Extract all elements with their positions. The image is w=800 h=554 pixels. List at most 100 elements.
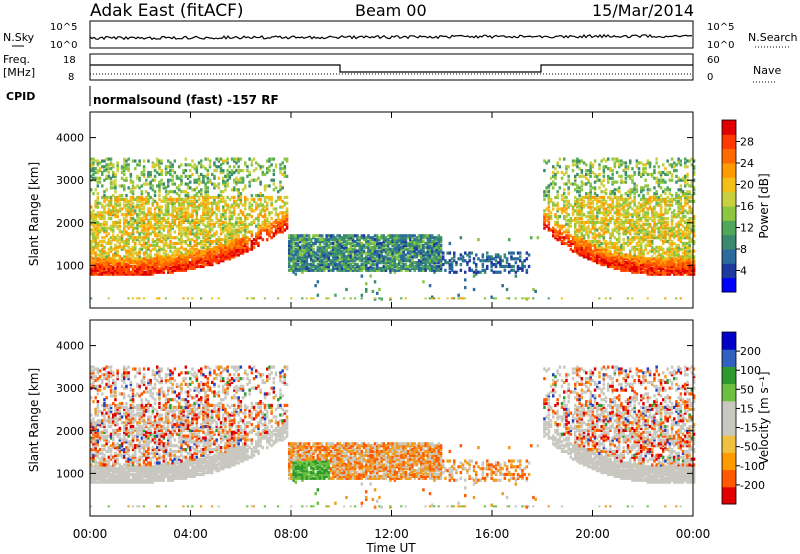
power-cell — [428, 253, 432, 257]
power-cell — [167, 253, 170, 257]
power-cell — [633, 264, 636, 269]
power-cell — [266, 201, 269, 205]
power-cell — [323, 238, 326, 242]
power-cell — [217, 247, 221, 251]
power-cell — [629, 176, 632, 180]
power-cell — [563, 209, 566, 213]
power-cell — [580, 207, 584, 211]
power-cell — [279, 211, 282, 215]
power-cell — [131, 239, 135, 244]
power-cell — [402, 262, 405, 267]
power-cell — [217, 201, 221, 205]
power-cell — [600, 220, 603, 224]
power-cell — [303, 247, 306, 251]
power-cell — [593, 232, 597, 236]
power-cell — [303, 264, 306, 269]
power-cell — [433, 297, 436, 300]
power-cell — [208, 262, 212, 267]
power-cell — [358, 257, 361, 261]
power-cell — [620, 226, 623, 230]
power-cell — [411, 255, 414, 259]
power-cell — [305, 297, 308, 300]
power-cell — [123, 197, 126, 201]
power-cell — [226, 157, 229, 161]
power-cell — [624, 257, 628, 261]
power-cell — [178, 215, 181, 219]
power-cell — [591, 257, 595, 261]
power-cell — [153, 213, 157, 217]
power-cell — [136, 270, 139, 274]
power-cell — [428, 297, 431, 300]
power-cell — [96, 226, 100, 230]
power-cell — [200, 257, 203, 261]
power-cell — [186, 184, 190, 188]
power-cell — [362, 257, 366, 261]
power-cell — [620, 255, 623, 259]
power-cell — [112, 259, 115, 263]
power-cell — [585, 203, 588, 207]
power-cell — [633, 197, 636, 201]
power-cell — [547, 184, 551, 188]
power-cell — [90, 161, 93, 165]
power-cell — [516, 264, 520, 269]
power-cell — [547, 220, 551, 224]
power-cell — [294, 261, 298, 265]
power-cell — [175, 249, 179, 253]
power-cell — [345, 259, 348, 263]
power-cell — [402, 259, 405, 263]
power-cell — [472, 287, 476, 292]
power-cell — [387, 257, 390, 261]
power-cell — [92, 264, 95, 269]
power-cell — [409, 259, 412, 263]
power-cell — [600, 224, 603, 228]
power-cell — [125, 209, 128, 213]
power-cell — [118, 236, 122, 240]
power-cell — [490, 262, 493, 267]
power-cell — [582, 255, 586, 259]
power-cell — [226, 178, 229, 182]
power-cell — [206, 259, 210, 263]
power-cell — [411, 234, 414, 238]
power-cell — [360, 251, 364, 255]
power-cell — [131, 255, 135, 259]
power-cell — [138, 262, 141, 267]
power-cell — [158, 224, 161, 228]
power-cell — [417, 245, 421, 249]
power-cell — [589, 220, 592, 224]
power-cell — [138, 247, 141, 251]
power-cell — [574, 209, 577, 213]
power-cell — [134, 209, 137, 213]
power-cell — [631, 261, 634, 265]
power-cell — [450, 257, 454, 261]
power-cell — [435, 238, 438, 242]
power-cell — [565, 236, 568, 240]
power-cell — [338, 245, 342, 249]
power-cell — [142, 226, 146, 230]
power-cell — [534, 289, 537, 294]
power-cell — [101, 266, 104, 270]
power-cell — [274, 199, 278, 203]
power-cell — [631, 255, 634, 259]
power-cell — [230, 255, 234, 259]
power-cell — [120, 259, 124, 263]
power-cell — [303, 236, 306, 240]
power-cell — [615, 197, 619, 201]
power-cell — [292, 255, 295, 259]
power-cell — [340, 259, 344, 263]
power-cell — [411, 239, 414, 244]
power-cell — [290, 297, 293, 300]
power-cell — [582, 161, 586, 165]
power-cell — [626, 268, 630, 272]
power-cell — [382, 268, 386, 272]
power-cell — [98, 261, 102, 265]
power-cell — [384, 268, 388, 272]
power-cell — [457, 293, 460, 297]
power-cell — [90, 261, 93, 265]
power-cell — [211, 207, 214, 211]
power-cell — [224, 211, 227, 215]
power-cell — [230, 228, 234, 232]
power-cell — [237, 180, 240, 184]
power-cell — [156, 215, 159, 219]
power-cell — [424, 245, 427, 249]
power-cell — [587, 226, 590, 230]
